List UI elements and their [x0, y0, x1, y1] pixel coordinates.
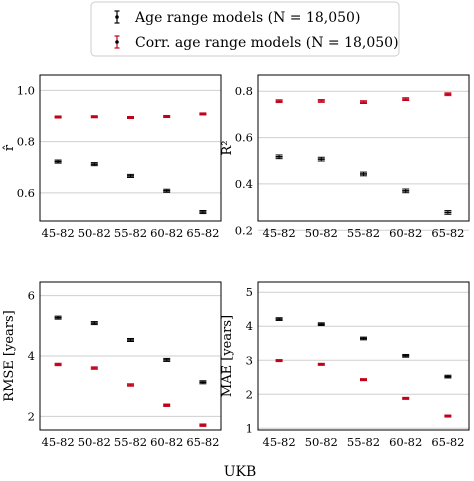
y-tick-label: 0.6 [235, 131, 253, 145]
data-point [402, 396, 410, 400]
x-tick-label: 50-82 [78, 435, 111, 449]
panels: 0.60.81.045-82 50-82 55-82 60-82 65-82r̂0.20… [2, 74, 470, 449]
data-point [199, 112, 207, 116]
data-point [275, 154, 283, 160]
x-tick-label: 45-82 [42, 226, 75, 240]
x-tick-label: 60-82 [150, 226, 183, 240]
x-tick-label: 50-82 [305, 435, 338, 449]
y-tick-label: 0.8 [235, 84, 253, 98]
legend-entry-label: Age range models (N = 18,050) [134, 10, 360, 26]
y-tick-label: 0.4 [235, 177, 253, 191]
data-point [163, 357, 171, 362]
x-tick-label: 60-82 [389, 435, 422, 449]
data-point [199, 380, 207, 385]
data-point [444, 414, 452, 418]
y-tick-label: 3 [246, 353, 253, 367]
data-point [275, 317, 283, 321]
y-tick-label: 5 [246, 285, 253, 299]
x-tick-label: 55-82 [114, 435, 147, 449]
data-point [127, 383, 134, 387]
y-tick-label: 0.8 [17, 135, 35, 149]
panel-1: 0.6 0.8 1.0 45-82 50-82 55-82 60-82 65-82 r̂ [2, 74, 222, 240]
y-tick-label: 4 [246, 319, 253, 333]
data-point [317, 156, 325, 162]
data-point [90, 366, 98, 370]
panel-4: 1 2 3 4 5 45-82 50-82 55-82 60-82 65-82 MAE [years… [220, 281, 470, 449]
data-point [360, 336, 367, 341]
data-point [444, 210, 452, 215]
y-tick-label: 0.2 [235, 223, 253, 237]
y-tick-label: 2 [28, 409, 35, 423]
data-point [402, 188, 410, 194]
x-tick-label: 55-82 [347, 435, 380, 449]
data-point [317, 362, 325, 366]
y-axis-label: r̂ [2, 144, 17, 151]
data-point [317, 322, 325, 327]
data-point [54, 315, 62, 320]
axes-frame [257, 281, 470, 431]
x-tick-label: 45-82 [263, 435, 296, 449]
data-point [275, 359, 283, 363]
data-point [54, 159, 62, 164]
y-tick-label: 0.6 [17, 186, 35, 200]
data-point [54, 362, 62, 367]
data-point [163, 114, 171, 119]
x-tick-label: 65-82 [431, 226, 464, 240]
legend-frame [90, 1, 400, 57]
data-point [199, 423, 207, 427]
axes-frame [39, 281, 222, 431]
x-axis-label: UKB [224, 464, 257, 480]
y-tick-label: 2 [246, 387, 253, 401]
data-point [163, 403, 171, 407]
data-point [127, 115, 134, 120]
x-tick-label: 60-82 [150, 435, 183, 449]
axes-frame [257, 74, 470, 222]
axes-frame [39, 74, 222, 222]
y-tick-label: 6 [28, 289, 35, 303]
y-axis-label: R² [220, 141, 235, 156]
data-point [54, 115, 62, 119]
x-tick-label: 45-82 [42, 435, 75, 449]
panel-3: 2 4 6 45-82 50-82 55-82 60-82 65-82 RMSE [years] [2, 281, 222, 449]
legend-marker-point [115, 40, 119, 44]
legend-marker-point [115, 15, 119, 19]
data-point [402, 353, 410, 358]
data-point [90, 162, 98, 167]
data-point [90, 321, 98, 326]
y-axis-label: MAE [years] [220, 315, 235, 397]
y-tick-label: 1.0 [17, 83, 35, 97]
x-tick-label: 55-82 [114, 226, 147, 240]
data-point [360, 378, 367, 382]
x-tick-label: 55-82 [347, 226, 380, 240]
y-axis-label: RMSE [years] [2, 310, 17, 401]
y-tick-label: 4 [28, 349, 35, 363]
x-tick-label: 65-82 [186, 226, 219, 240]
data-point [127, 337, 134, 343]
x-tick-label: 50-82 [78, 226, 111, 240]
data-point [127, 173, 134, 178]
data-point [444, 92, 452, 97]
x-tick-label: 60-82 [389, 226, 422, 240]
x-tick-label: 50-82 [305, 226, 338, 240]
x-tick-label: 65-82 [431, 435, 464, 449]
data-point [275, 99, 283, 104]
data-point [402, 97, 410, 101]
x-tick-label: 65-82 [186, 435, 219, 449]
data-point [360, 171, 367, 177]
legend-entry-label: Corr. age range models (N = 18,050) [135, 35, 399, 51]
panel-2: 0.2 0.4 0.6 0.8 45-82 50-82 55-82 60-82 65-82 R² [220, 74, 470, 240]
data-point [317, 99, 325, 103]
data-point [90, 115, 98, 119]
data-point [199, 209, 207, 215]
y-tick-label: 1 [246, 421, 253, 435]
data-point [163, 188, 171, 193]
data-point [444, 374, 452, 379]
legend: Age range models (N = 18,050) Corr. age r… [90, 1, 400, 57]
x-tick-label: 45-82 [263, 226, 296, 240]
data-point [360, 100, 367, 105]
